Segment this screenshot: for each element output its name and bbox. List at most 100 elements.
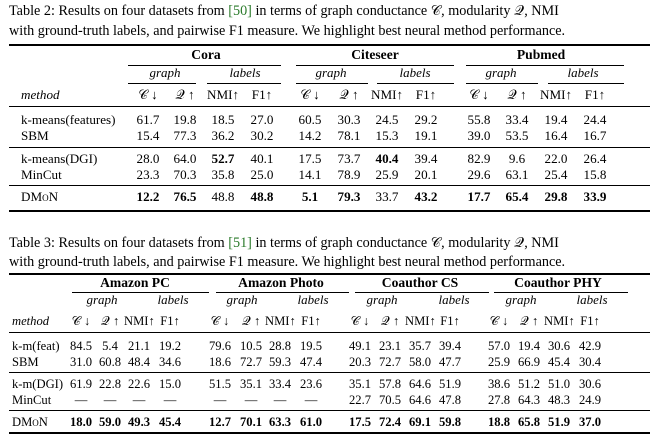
table-cell: 45.4: [547, 355, 571, 369]
table-cell: —: [244, 393, 258, 407]
table-cell: 14.2: [298, 128, 322, 143]
table-cell: 65.8: [517, 415, 541, 429]
table-cell: 22.0: [544, 151, 568, 166]
table-cell: 51.5: [208, 377, 232, 391]
table-cell: 64.0: [173, 151, 197, 166]
table-cell: 19.4: [544, 112, 568, 127]
table-cell: 59.8: [438, 415, 462, 429]
table-cell: —: [132, 393, 146, 407]
table-cell: 18.0: [69, 415, 93, 429]
table-cell: 70.5: [378, 393, 402, 407]
table2-dataset-cora: Cora: [191, 47, 221, 62]
metric-header: NMI↑: [370, 87, 403, 102]
table3-group-graph: graph: [505, 292, 537, 307]
method-name: MinCut: [12, 393, 52, 407]
table-cell: 24.5: [375, 112, 399, 127]
table-cell: 16.7: [583, 128, 607, 143]
table-cell: 19.1: [414, 128, 438, 143]
table-cell: 24.9: [578, 393, 602, 407]
table3-dataset-amazon-photo: Amazon Photo: [238, 275, 324, 290]
table-row: k-m(feat) 84.5 5.4 21.1 19.2 79.6 10.5 28.8 19.5…: [9, 338, 650, 354]
table-cell: 15.8: [583, 167, 607, 182]
table-cell: 33.4: [268, 377, 292, 391]
table-cell: 60.8: [98, 355, 122, 369]
table-cell: 84.5: [69, 339, 93, 353]
table-cell: 31.0: [69, 355, 93, 369]
metric-header: F1↑: [580, 314, 600, 328]
table-cell: 17.5: [298, 151, 322, 166]
table-cell: 70.3: [173, 167, 197, 182]
metric-header: NMI↑: [206, 87, 239, 102]
table-cell: 69.1: [408, 415, 432, 429]
table-section-rule: [9, 410, 650, 411]
table-cell: 25.9: [375, 167, 399, 182]
table2-group-labels: labels: [229, 65, 261, 80]
table2-cmidrule: [377, 83, 454, 84]
table-cell: 10.5: [239, 339, 263, 353]
table2-cmidrule: [466, 65, 624, 66]
table-cell: 18.8: [487, 415, 511, 429]
table2-header-row: method 𝒞 ↓ 𝒬 ↑ NMI↑ F1↑ 𝒞 ↓ 𝒬 ↑ NMI↑ F1↑ 𝒞 ↓ 𝒬 ↑ N…: [9, 87, 650, 103]
metric-header: 𝒬 ↑: [175, 87, 195, 102]
method-name: k-means(DGI): [21, 151, 98, 166]
table-cell: 25.9: [487, 355, 511, 369]
table-cell: 70.1: [239, 415, 263, 429]
metric-header: 𝒬 ↑: [339, 87, 359, 102]
table-cell: 30.6: [578, 377, 602, 391]
table2-group-graph: graph: [315, 65, 347, 80]
table-cell: 48.3: [547, 393, 571, 407]
table-cell: 14.1: [298, 167, 322, 182]
table-cell: 61.9: [69, 377, 93, 391]
metric-header: F1↑: [440, 314, 460, 328]
table-cell: 51.0: [547, 377, 571, 391]
table-cell: 23.1: [378, 339, 402, 353]
table-cell: —: [103, 393, 117, 407]
table-cell: 79.3: [337, 189, 361, 204]
table-cell: 36.2: [211, 128, 235, 143]
table2-group-labels: labels: [567, 65, 599, 80]
table-cell: 61.0: [299, 415, 323, 429]
table2-dataset-pubmed: Pubmed: [516, 47, 566, 62]
table-cell: 33.7: [375, 189, 399, 204]
table-row: MinCut 23.3 70.3 35.8 25.0 14.1 78.9 25.9 20.1 29…: [9, 167, 650, 183]
table-cell: 40.4: [375, 151, 399, 166]
table-cell: —: [163, 393, 177, 407]
method-name: k-m(DGI): [12, 377, 64, 391]
table2-cmidrule: [466, 83, 538, 84]
table-cell: 20.3: [348, 355, 372, 369]
metric-header: F1↑: [301, 314, 321, 328]
table-cell: 64.3: [517, 393, 541, 407]
table2-group-graph: graph: [485, 65, 517, 80]
table-cell: 34.6: [158, 355, 182, 369]
metric-header: NMI↑: [124, 314, 155, 328]
table2-group-graph: graph: [149, 65, 181, 80]
table-section-rule: [9, 185, 650, 186]
table-cell: 33.4: [505, 112, 529, 127]
table-cell: 9.6: [508, 151, 526, 166]
table-cell: 35.7: [408, 339, 432, 353]
method-name: DMoN: [12, 415, 48, 429]
table-cell: 49.3: [127, 415, 151, 429]
table-row: SBM 15.4 77.3 36.2 30.2 14.2 78.1 15.3 19.1 39.0 5…: [9, 128, 650, 144]
table3-group-graph: graph: [86, 292, 118, 307]
table-bottom-rule: [9, 210, 650, 212]
table-cell: 72.4: [378, 415, 402, 429]
table-cell: 39.4: [438, 339, 462, 353]
table3-citation-link[interactable]: [51]: [228, 235, 252, 251]
metric-header: F1↑: [584, 87, 606, 102]
metric-header: 𝒬 ↑: [380, 314, 400, 328]
metric-header: 𝒞 ↓: [300, 87, 320, 102]
table-cell: 39.0: [467, 128, 491, 143]
table-cell: 77.3: [173, 128, 197, 143]
table-cell: 25.4: [544, 167, 568, 182]
table-cell: 38.6: [487, 377, 511, 391]
table-cell: 63.1: [505, 167, 529, 182]
metric-header: NMI↑: [405, 314, 436, 328]
table2-citation-link[interactable]: [50]: [228, 3, 252, 19]
table-cell: 82.9: [467, 151, 491, 166]
table2-top-rule: [9, 44, 650, 46]
table3-cmidrule: [216, 292, 349, 293]
metric-header: 𝒞 ↓: [489, 314, 509, 328]
metric-header: 𝒞 ↓: [210, 314, 230, 328]
table-cell: 51.2: [517, 377, 541, 391]
